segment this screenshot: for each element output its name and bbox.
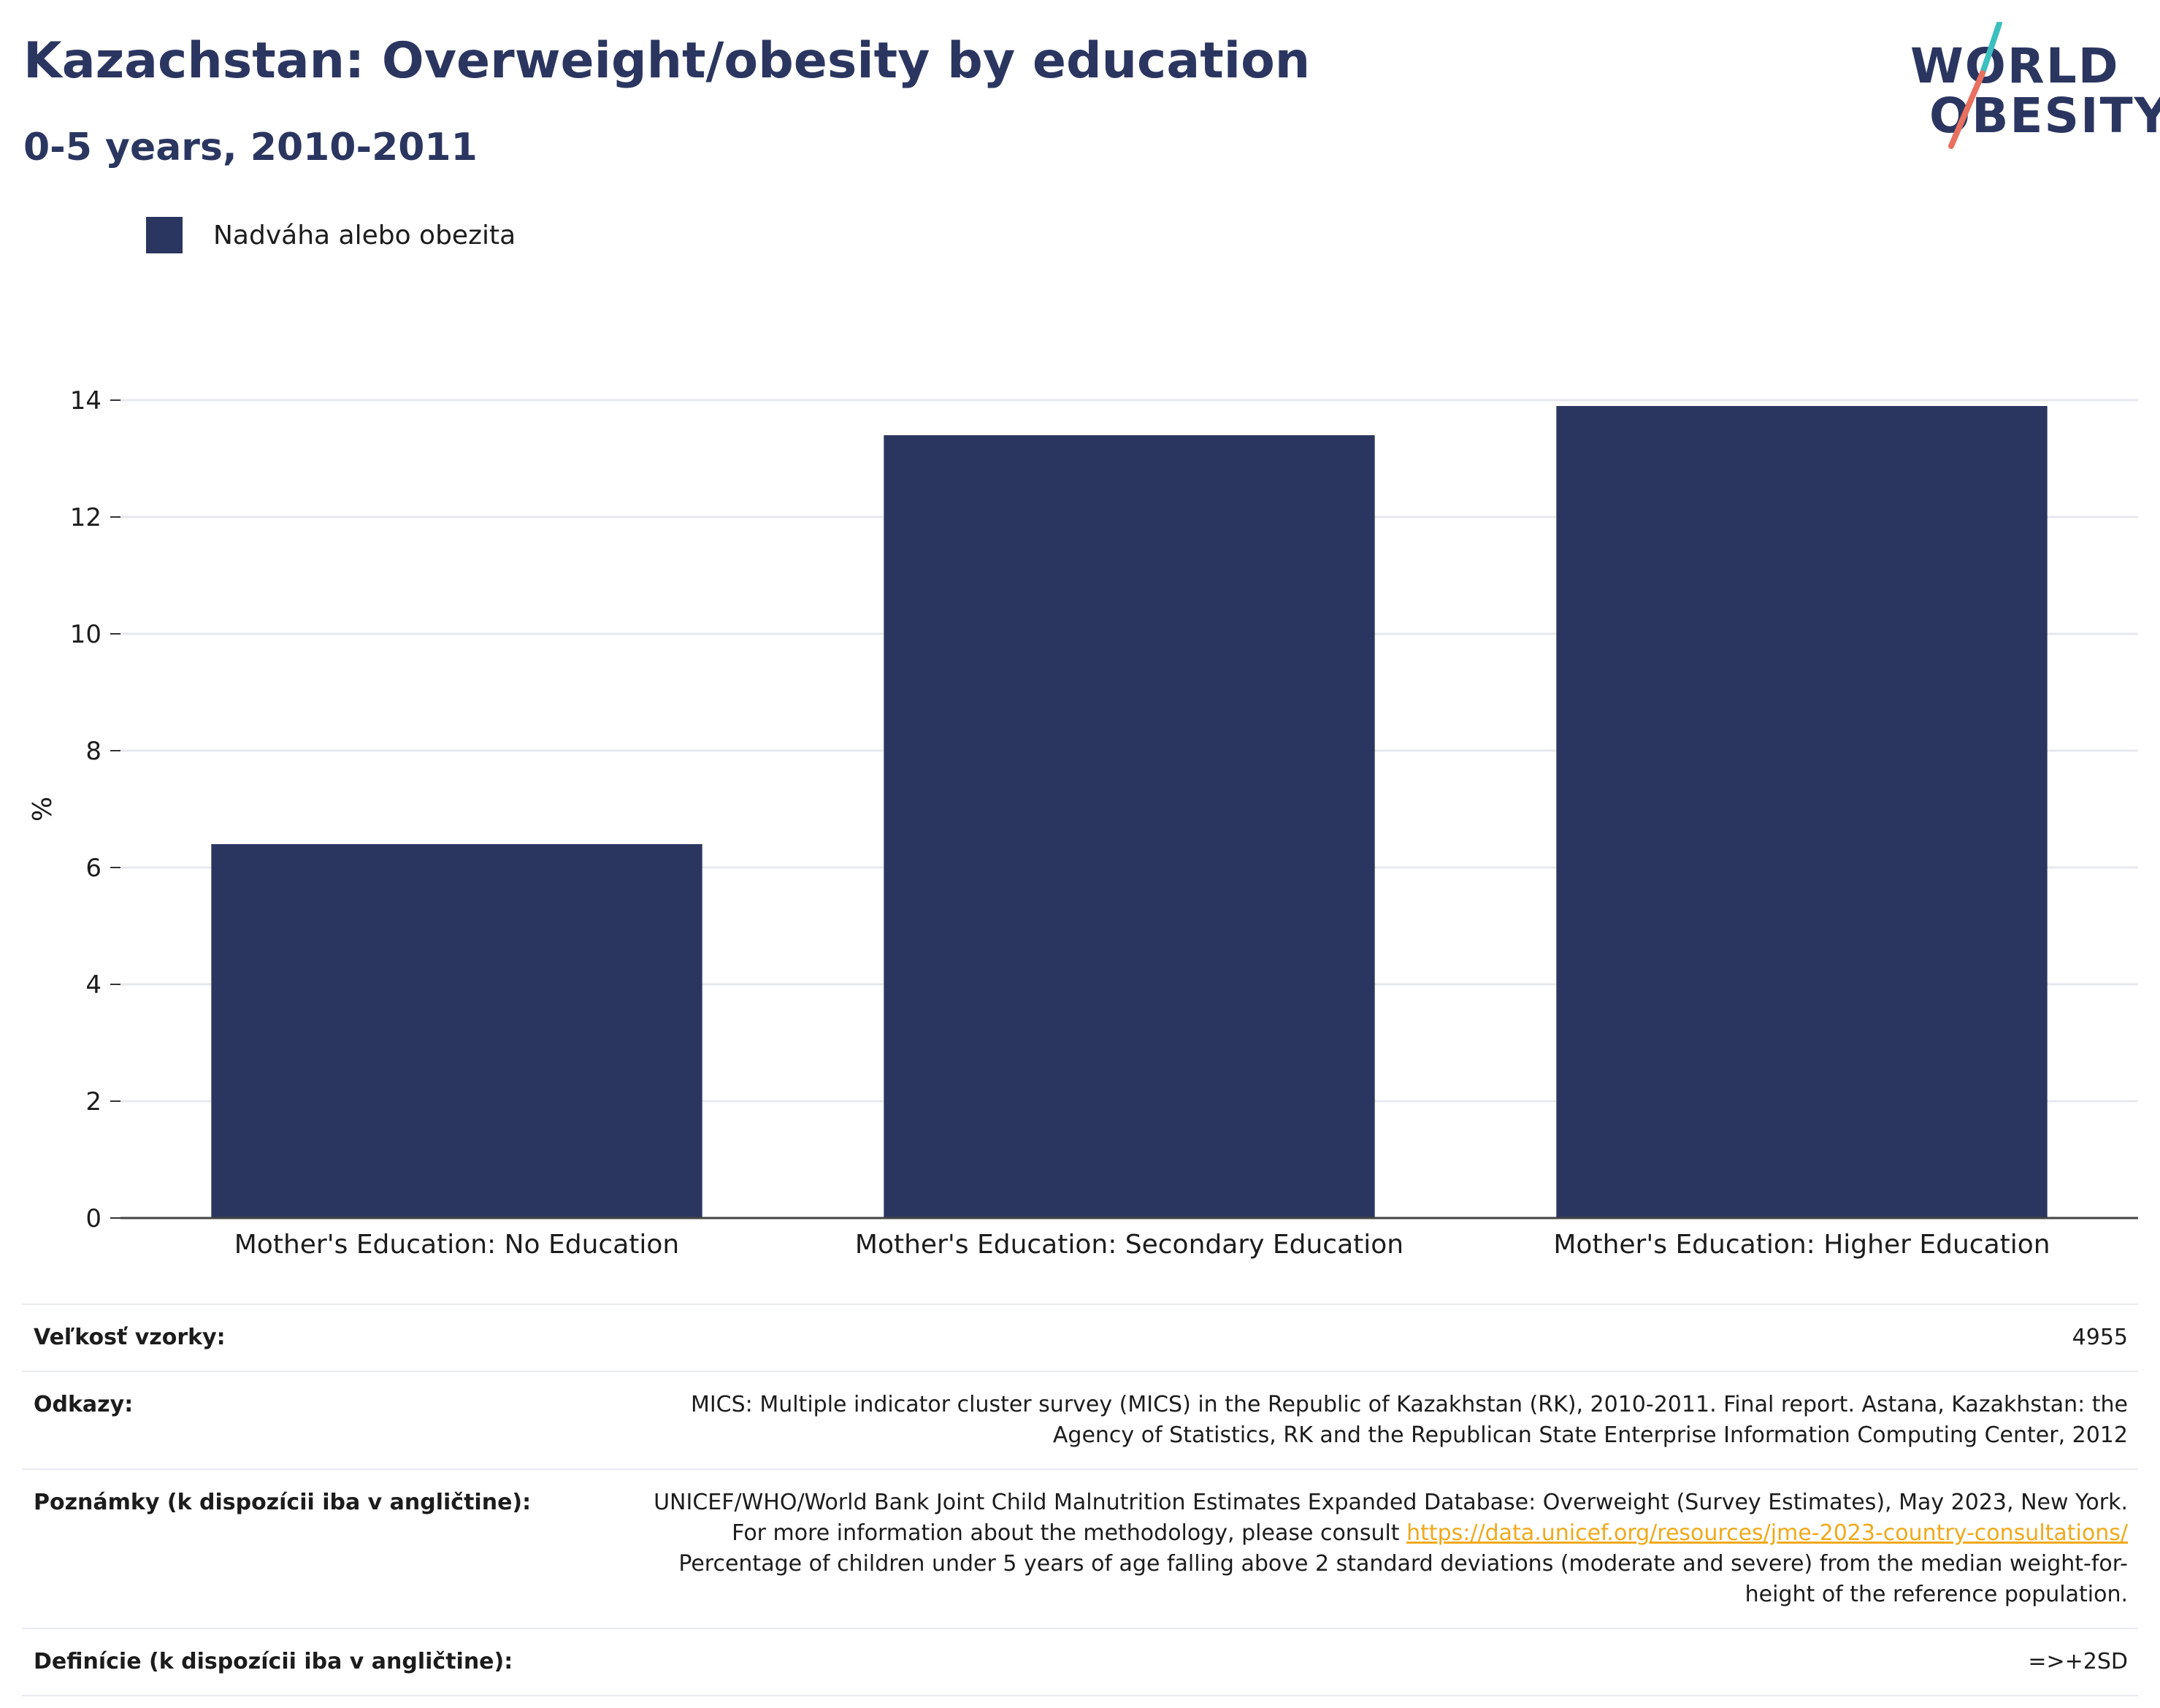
- logo-slash-icon: [1948, 22, 2002, 149]
- meta-row-definitions: Definície (k dispozícii iba v angličtine…: [22, 1628, 2138, 1696]
- bar-chart: 0 2 4 6 8 10 12 14% Mother's Education: No Educa…: [28, 386, 2138, 1260]
- metadata-table: Veľkosť vzorky: 4955 Odkazy: MICS: Multi…: [22, 1303, 2138, 1696]
- meta-label: Definície (k dispozícii iba v angličtine…: [34, 1649, 513, 1674]
- y-tick-label: 10: [70, 620, 102, 649]
- meta-row-notes: Poznámky (k dispozícii iba v angličtine)…: [22, 1468, 2138, 1628]
- y-tick-label: 4: [85, 970, 102, 1000]
- chart-legend: Nadváha alebo obezita: [146, 216, 516, 254]
- y-tick-label: 8: [85, 737, 102, 766]
- bar: [884, 435, 1375, 1218]
- world-obesity-logo: WORLD OBESITY: [1899, 22, 2160, 153]
- meta-value: =>+2SD: [2028, 1649, 2128, 1674]
- y-tick-label: 12: [70, 503, 102, 532]
- meta-value: 4955: [2072, 1325, 2128, 1350]
- notes-text-after: Percentage of children under 5 years of …: [678, 1551, 2128, 1607]
- legend-label: Nadváha alebo obezita: [213, 220, 516, 250]
- meta-row-sample-size: Veľkosť vzorky: 4955: [22, 1303, 2138, 1371]
- chart-title: Kazachstan: Overweight/obesity by educat…: [23, 32, 1311, 90]
- meta-row-references: Odkazy: MICS: Multiple indicator cluster…: [22, 1371, 2138, 1468]
- notes-text-before: UNICEF/WHO/World Bank Joint Child Malnut…: [654, 1490, 2128, 1546]
- y-tick-label: 2: [85, 1087, 102, 1117]
- legend-swatch: [146, 217, 183, 253]
- logo-word-obesity: OBESITY: [1929, 88, 2160, 144]
- y-tick-label: 6: [85, 854, 102, 883]
- logo-word-world: WORLD: [1910, 38, 2120, 94]
- bar: [211, 844, 702, 1218]
- meta-value: MICS: Multiple indicator cluster survey …: [690, 1392, 2128, 1448]
- chart-subtitle: 0-5 years, 2010-2011: [23, 126, 478, 169]
- bar: [1556, 406, 2048, 1218]
- meta-label: Odkazy:: [34, 1392, 134, 1417]
- meta-value: UNICEF/WHO/World Bank Joint Child Malnut…: [624, 1487, 2128, 1610]
- x-tick-label: Mother's Education: Higher Education: [1553, 1230, 2050, 1260]
- methodology-link[interactable]: https://data.unicef.org/resources/jme-20…: [1406, 1520, 2128, 1546]
- y-tick-label: 0: [85, 1204, 102, 1233]
- x-tick-label: Mother's Education: No Education: [234, 1230, 680, 1260]
- meta-label: Veľkosť vzorky:: [34, 1325, 226, 1350]
- y-axis-title: %: [28, 797, 58, 822]
- y-tick-label: 14: [70, 386, 102, 415]
- x-tick-label: Mother's Education: Secondary Education: [855, 1230, 1403, 1260]
- meta-label: Poznámky (k dispozícii iba v angličtine)…: [34, 1490, 532, 1515]
